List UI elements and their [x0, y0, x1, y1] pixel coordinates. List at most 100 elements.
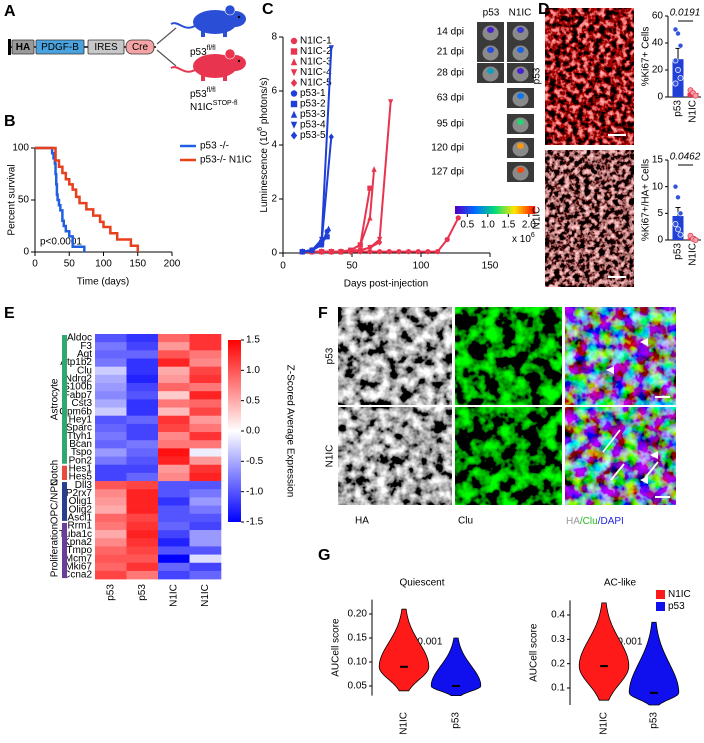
heatmap-cell [126, 562, 159, 572]
marker [319, 238, 325, 246]
bioluminescence-spot [487, 47, 494, 53]
row-label: Gpm6b [59, 406, 92, 417]
construct-label: Cre [132, 42, 149, 53]
bioluminescence-spot [517, 143, 524, 149]
heatmap-cell [95, 342, 127, 351]
colorbar-cell [529, 206, 532, 214]
colorbar-tick-label: -1.0 [246, 486, 264, 497]
heatmap-cell [158, 448, 190, 457]
column-label: Clu [458, 516, 473, 527]
column-label-part: /Clu [580, 516, 598, 527]
data-point [692, 237, 699, 243]
violin [378, 608, 430, 692]
construct-end [8, 39, 11, 55]
colorbar-cell [527, 206, 530, 214]
heatmap-cell [158, 391, 190, 400]
panel-label: D [538, 1, 550, 18]
heatmap-cell [189, 350, 222, 359]
heatmap-cell [95, 334, 127, 343]
mouse-tail [170, 66, 196, 73]
column-label: p53 [137, 584, 148, 601]
heatmap-cell [95, 546, 127, 555]
colorbar-tick-label: 2.0 [522, 220, 536, 231]
x-tick-label: 150 [129, 259, 146, 270]
y-tick-label: 60 [652, 11, 664, 22]
heatmap-cell [126, 530, 159, 539]
row-label: Atp1b2 [60, 357, 92, 368]
mouse-ear [224, 48, 236, 60]
heatmap-cell [158, 423, 190, 433]
heatmap-cell [189, 456, 222, 466]
group-bar [62, 465, 67, 481]
mouse-label-part: STOP-fl [213, 100, 238, 107]
data-point [672, 183, 679, 190]
panel-label: E [4, 305, 15, 322]
heatmap-cell [158, 489, 190, 498]
heatmap-cell [126, 358, 159, 367]
data-point [677, 210, 684, 217]
marker [309, 246, 315, 254]
colorbar-tick-label: 1.5 [501, 220, 515, 231]
y-axis-label-part: 6 [257, 127, 264, 131]
colorbar-unit: x 106 [512, 232, 535, 245]
row-label: Mcm7 [65, 553, 93, 564]
heatmap-cell [126, 546, 159, 555]
heatmap-cell [126, 423, 159, 433]
heatmap-cell [158, 399, 190, 408]
column-label: HA [355, 516, 369, 527]
y-tick-label: 50 [18, 195, 30, 206]
colorbar-cell [501, 206, 504, 214]
heatmap-cell [95, 415, 127, 425]
heatmap-cell [95, 481, 127, 490]
x-tick-label: N1IC [599, 712, 610, 735]
mouse-icon [170, 48, 246, 81]
y-axis-label: AUCell score [331, 618, 342, 677]
mouse-label-part: fl/fl [207, 45, 216, 52]
x-tick-label: 0 [280, 261, 286, 272]
x-tick-label: p53 [451, 712, 462, 729]
colorbar-cell [523, 206, 526, 214]
heatmap-cell [95, 374, 127, 384]
legend-marker [290, 58, 298, 66]
marker [319, 248, 325, 256]
heatmap-cell [126, 350, 159, 359]
heatmap-cell [95, 407, 127, 416]
bioluminescence-spot [487, 68, 494, 74]
marker [415, 249, 421, 255]
colorbar-cell [491, 206, 494, 214]
heatmap-cell [126, 342, 159, 351]
y-tick-label: 0.4 [551, 610, 565, 621]
heatmap-cell [189, 570, 222, 580]
construct-part [87, 39, 125, 55]
data-point [672, 221, 679, 227]
mouse-leg [201, 75, 205, 81]
y-axis-label: %Ki67+ Cells [641, 27, 652, 87]
row-label: P2rx7 [66, 488, 93, 499]
row-label: Hey1 [69, 414, 93, 425]
marker [367, 249, 373, 255]
colorbar-cell [461, 206, 464, 214]
y-axis-label-part: photons/s) [259, 77, 270, 126]
heatmap-cell [158, 538, 190, 547]
heatmap-cell [158, 521, 190, 531]
x-tick-label: N1IC [688, 100, 699, 123]
arrow [602, 429, 659, 481]
row-label: F3 [80, 341, 92, 352]
panel-label: G [318, 547, 330, 564]
panel-label: A [4, 3, 16, 20]
heatmap-cell [95, 432, 127, 441]
annotation: p<0.0001 [40, 237, 82, 248]
panel-label: C [262, 1, 274, 18]
y-tick-label: 0 [657, 235, 663, 246]
legend-marker [290, 100, 298, 108]
heatmap-cell [158, 374, 190, 384]
data-point [677, 75, 684, 82]
legend-label: N1IC-2 [300, 46, 332, 57]
colorbar-cell [533, 206, 536, 214]
heatmap-cell [189, 407, 222, 416]
mouse-label-part: p53 [190, 89, 207, 100]
bioluminescence-spot [517, 68, 524, 74]
legend-swatch [656, 602, 665, 611]
construct-label: HA [16, 42, 30, 53]
heatmap-cell [126, 399, 159, 408]
